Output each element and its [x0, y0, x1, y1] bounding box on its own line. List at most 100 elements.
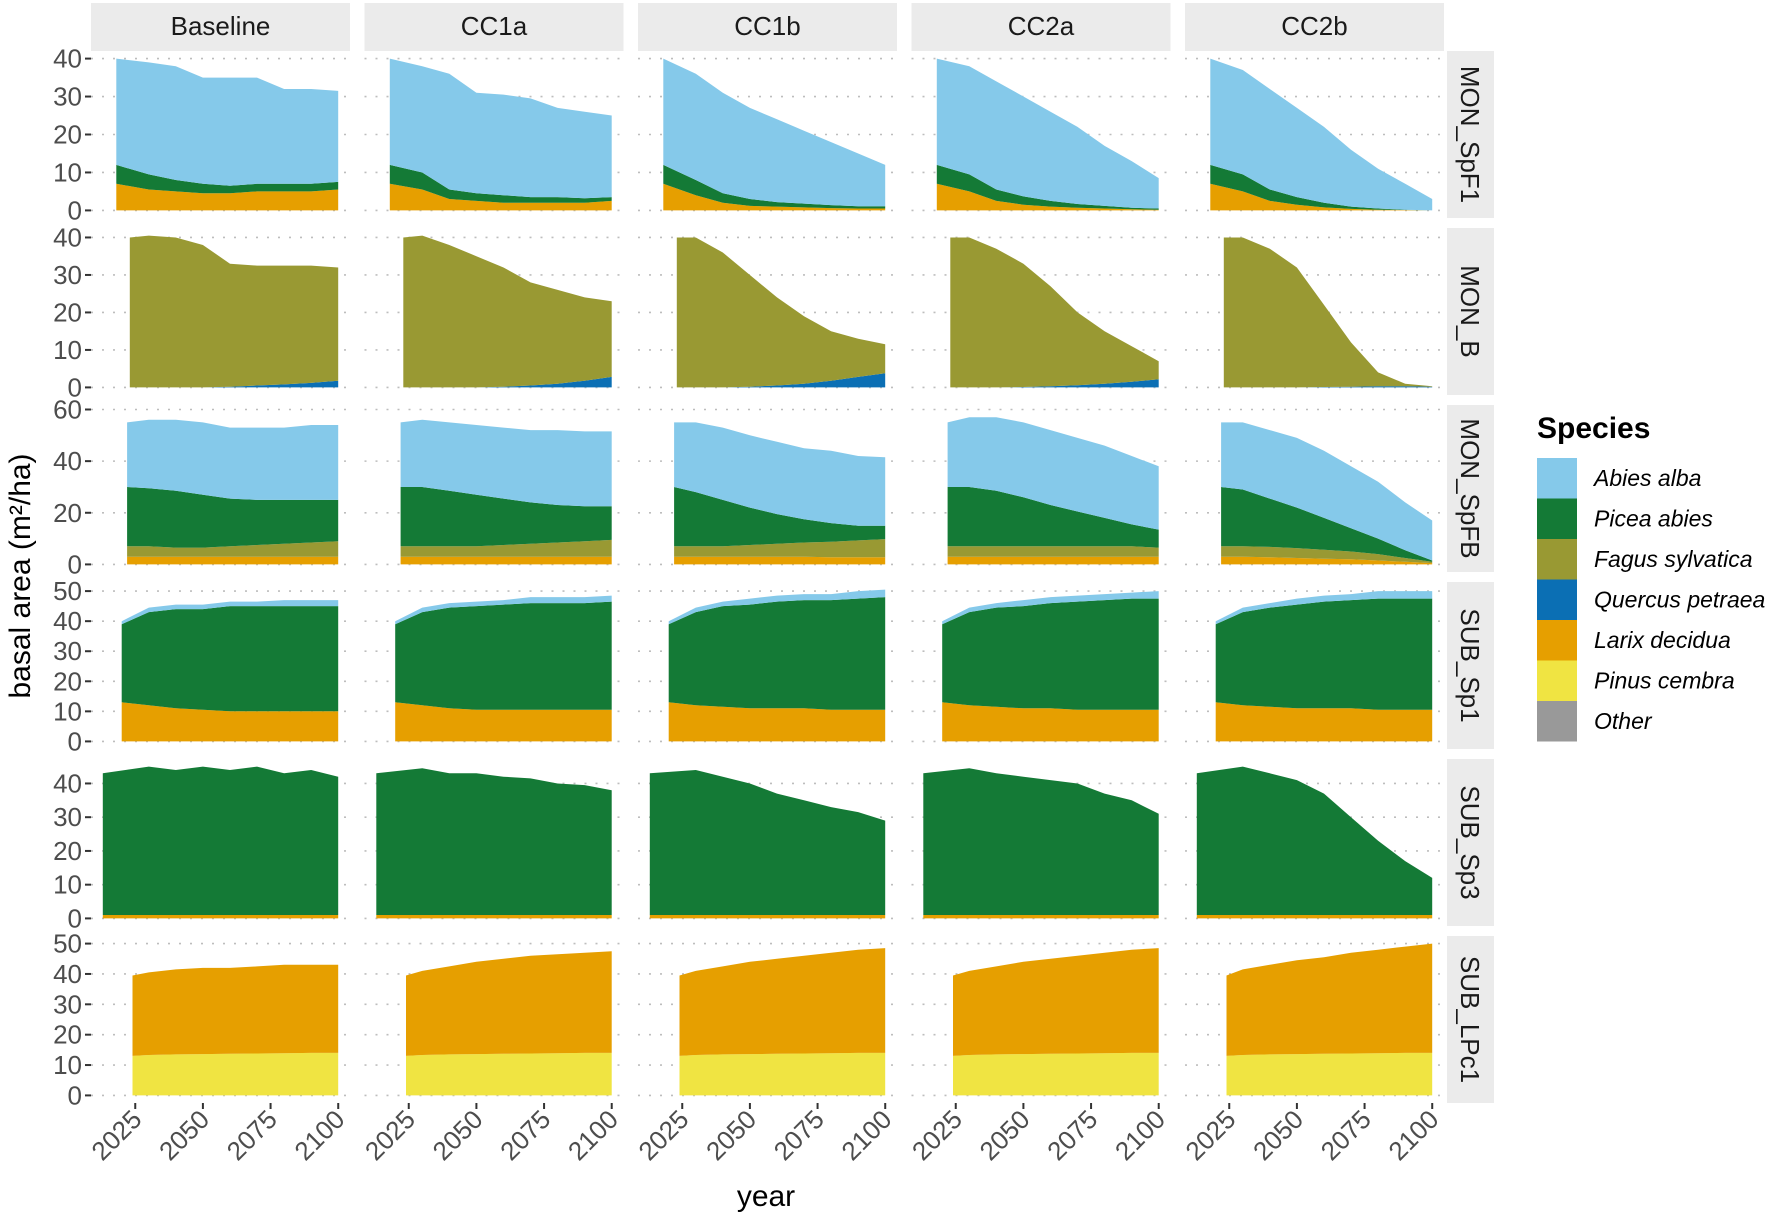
- y-tick-label: 20: [53, 1020, 82, 1050]
- column-strip-label: CC1a: [461, 11, 528, 41]
- area-fagus-sylvatica: [950, 237, 1159, 388]
- panel-SUB_Sp1-Baseline: [91, 590, 350, 743]
- panel-MON_SpF1-CC2a: [911, 57, 1171, 212]
- area-larix-decidua: [1221, 556, 1433, 565]
- x-tick-label: 2100: [835, 1104, 897, 1166]
- panel-MON_B-Baseline: [91, 235, 350, 389]
- area-larix-decidua: [674, 556, 886, 565]
- x-tick-label: 2050: [153, 1104, 215, 1166]
- panel-SUB_Sp3-CC2a: [911, 768, 1171, 920]
- x-tick-label: 2050: [700, 1104, 762, 1166]
- x-tick-label: 2025: [359, 1104, 421, 1166]
- area-larix-decidua: [127, 556, 339, 565]
- row-strip-label: MON_SpFB: [1455, 418, 1485, 558]
- panel-SUB_Sp1-CC1a: [364, 590, 624, 743]
- x-tick-label: 2025: [632, 1104, 694, 1166]
- area-larix-decidua: [663, 183, 886, 211]
- column-strip-label: Baseline: [171, 11, 271, 41]
- row-strip: [1447, 582, 1494, 749]
- area-abies-alba: [400, 419, 612, 507]
- area-pinus-cembra: [679, 1052, 886, 1096]
- area-pinus-cembra: [132, 1052, 339, 1096]
- area-picea-abies: [400, 487, 612, 547]
- y-tick-label: 0: [68, 1080, 82, 1110]
- y-tick-label: 40: [53, 606, 82, 636]
- area-larix-decidua: [376, 915, 612, 919]
- area-picea-abies: [1221, 487, 1433, 562]
- column-strip: [638, 3, 897, 51]
- area-fagus-sylvatica: [403, 235, 612, 388]
- area-picea-abies: [121, 606, 339, 712]
- area-larix-decidua: [121, 702, 339, 742]
- area-larix-decidua: [1196, 915, 1433, 919]
- y-tick-label: 60: [53, 394, 82, 424]
- y-tick-label: 20: [53, 120, 82, 150]
- panel-MON_SpFB-CC1a: [364, 408, 624, 566]
- row-strip: [1447, 51, 1494, 218]
- area-abies-alba: [127, 419, 339, 500]
- area-abies-alba: [942, 591, 1159, 625]
- y-tick-label: 10: [53, 335, 82, 365]
- area-picea-abies: [923, 768, 1159, 915]
- area-picea-abies: [395, 601, 612, 710]
- x-tick-label: 2050: [1247, 1104, 1309, 1166]
- x-tick-label: 2100: [1109, 1104, 1171, 1166]
- panel-MON_SpFB-CC2b: [1185, 408, 1444, 566]
- y-tick-label: 30: [53, 260, 82, 290]
- panel-SUB_Sp3-CC2b: [1185, 766, 1444, 920]
- area-fagus-sylvatica: [674, 539, 886, 558]
- area-picea-abies: [1215, 598, 1433, 710]
- row-strip: [1447, 405, 1494, 572]
- area-larix-decidua: [679, 948, 886, 1056]
- panel-SUB_LPc1-CC1a: [364, 942, 624, 1097]
- area-picea-abies: [389, 164, 612, 203]
- panel-MON_SpFB-Baseline: [91, 408, 350, 566]
- x-tick-label: 2075: [768, 1104, 830, 1166]
- facet-panels: Baseline CC1a CC1b CC2a CC2bMON_SpF101020304…: [53, 3, 1494, 1166]
- y-tick-label: 20: [53, 666, 82, 696]
- area-picea-abies: [674, 487, 886, 547]
- y-tick-label: 0: [68, 549, 82, 579]
- x-tick-label: 2050: [974, 1104, 1036, 1166]
- y-tick-label: 20: [53, 836, 82, 866]
- panel-MON_B-CC1a: [364, 235, 624, 389]
- column-strip: [364, 3, 624, 51]
- y-tick-label: 40: [53, 44, 82, 74]
- y-tick-label: 0: [68, 726, 82, 756]
- area-larix-decidua: [406, 951, 612, 1056]
- y-tick-label: 20: [53, 498, 82, 528]
- panel-MON_SpF1-CC2b: [1185, 57, 1444, 212]
- area-abies-alba: [668, 589, 886, 625]
- area-fagus-sylvatica: [127, 541, 339, 557]
- x-tick-label: 2100: [288, 1104, 350, 1166]
- area-larix-decidua: [132, 964, 339, 1056]
- y-tick-label: 40: [53, 768, 82, 798]
- area-abies-alba: [395, 595, 612, 625]
- panel-MON_SpF1-CC1b: [638, 57, 897, 212]
- area-fagus-sylvatica: [1223, 237, 1433, 388]
- y-tick-label: 40: [53, 446, 82, 476]
- area-fagus-sylvatica: [947, 546, 1159, 557]
- area-fagus-sylvatica: [676, 237, 886, 388]
- area-abies-alba: [936, 58, 1159, 209]
- area-abies-alba: [674, 422, 886, 526]
- legend-label: Other: [1594, 708, 1653, 734]
- y-tick-label: 50: [53, 576, 82, 606]
- legend-label: Picea abies: [1594, 506, 1713, 532]
- area-picea-abies: [102, 766, 339, 915]
- area-quercus-petraea: [129, 380, 339, 388]
- column-strip-label: CC2a: [1008, 11, 1075, 41]
- y-tick-label: 10: [53, 870, 82, 900]
- panel-SUB_LPc1-CC2b: [1185, 942, 1444, 1097]
- legend-label: Abies alba: [1592, 465, 1701, 491]
- area-abies-alba: [947, 417, 1159, 530]
- area-larix-decidua: [936, 183, 1159, 211]
- row-strip: [1447, 759, 1494, 926]
- area-abies-alba: [1210, 58, 1433, 211]
- panel-SUB_Sp1-CC1b: [638, 589, 897, 743]
- y-tick-label: 10: [53, 157, 82, 187]
- area-larix-decidua: [953, 948, 1159, 1056]
- legend-label: Pinus cembra: [1594, 668, 1735, 694]
- legend-key-larix-decidua: [1537, 620, 1577, 661]
- panel-MON_B-CC1b: [638, 236, 897, 389]
